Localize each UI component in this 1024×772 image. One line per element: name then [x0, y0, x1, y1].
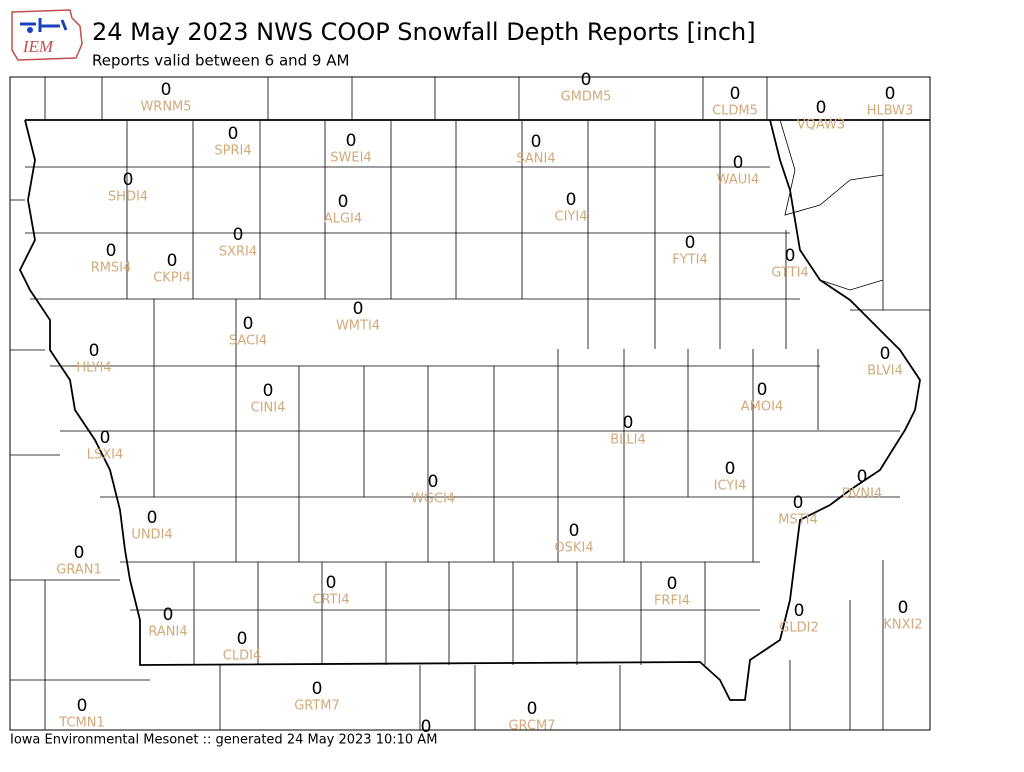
- station-id: FRFI4: [654, 594, 690, 609]
- station-id: ICYI4: [714, 479, 747, 494]
- station-value: 0: [685, 233, 696, 253]
- station-value: 0: [338, 192, 349, 212]
- station-id: SACI4: [229, 334, 267, 349]
- station-value: 0: [757, 380, 768, 400]
- station-id: WMTI4: [336, 319, 380, 334]
- station-id: WAUI4: [717, 173, 760, 188]
- station-value: 0: [161, 80, 172, 100]
- station-id: RANI4: [148, 625, 187, 640]
- station-id: UNDI4: [131, 528, 172, 543]
- footer: Iowa Environmental Mesonet :: generated …: [10, 733, 437, 748]
- station-value: 0: [353, 299, 364, 319]
- station-id: FYTI4: [672, 253, 707, 268]
- station-value: 0: [816, 98, 827, 118]
- station-value: 0: [730, 84, 741, 104]
- station-value: 0: [421, 717, 432, 737]
- station-value: 0: [531, 132, 542, 152]
- station-id: WRNM5: [140, 100, 191, 115]
- station-value: 0: [880, 344, 891, 364]
- station-id: CINI4: [251, 401, 286, 416]
- station-value: 0: [74, 543, 85, 563]
- station-id: BLVI4: [867, 364, 903, 379]
- station-value: 0: [77, 696, 88, 716]
- station-value: 0: [326, 573, 337, 593]
- station-value: 0: [857, 467, 868, 487]
- station-value: 0: [785, 246, 796, 266]
- subtitle: Reports valid between 6 and 9 AM: [92, 52, 349, 70]
- station-id: CLDM5: [712, 104, 758, 119]
- station-id: GRCM7: [508, 719, 555, 734]
- station-id: SWEI4: [330, 151, 371, 166]
- station-id: SHDI4: [108, 190, 148, 205]
- station-id: CLDI4: [223, 649, 261, 664]
- station-value: 0: [312, 679, 323, 699]
- station-id: GRTM7: [294, 699, 340, 714]
- station-value: 0: [123, 170, 134, 190]
- station-value: 0: [89, 341, 100, 361]
- station-id: CRTI4: [312, 593, 349, 608]
- station-value: 0: [793, 493, 804, 513]
- station-id: ALGI4: [324, 212, 362, 227]
- station-id: KNXI2: [883, 618, 922, 633]
- logo-mark: [20, 18, 68, 32]
- station-id: HLYI4: [76, 361, 111, 376]
- station-id: TCMN1: [58, 716, 104, 731]
- station-value: 0: [237, 629, 248, 649]
- station-value: 0: [233, 225, 244, 245]
- station-id: CIYI4: [555, 210, 588, 225]
- station-id: GLDI2: [779, 621, 818, 636]
- station-value: 0: [263, 381, 274, 401]
- station-value: 0: [794, 601, 805, 621]
- station-value: 0: [733, 153, 744, 173]
- station-id: RMSI4: [91, 261, 132, 276]
- station-value: 0: [885, 84, 896, 104]
- station-value: 0: [147, 508, 158, 528]
- station-id: SANI4: [516, 152, 555, 167]
- station-id: GRAN1: [56, 563, 101, 578]
- station-value: 0: [527, 699, 538, 719]
- logo-text: IEM: [22, 37, 54, 56]
- station-id: AMOI4: [741, 400, 783, 415]
- station-value: 0: [623, 413, 634, 433]
- logo-dot: [27, 27, 33, 33]
- station-id: OSKI4: [554, 541, 593, 556]
- station-value: 0: [106, 241, 117, 261]
- station-value: 0: [581, 70, 592, 90]
- station-id: DVNI4: [842, 487, 883, 502]
- station-value: 0: [566, 190, 577, 210]
- map-frame: [9, 76, 931, 731]
- station-id: LSXI4: [87, 448, 124, 463]
- station-value: 0: [346, 131, 357, 151]
- title: 24 May 2023 NWS COOP Snowfall Depth Repo…: [92, 18, 756, 46]
- station-value: 0: [163, 605, 174, 625]
- station-value: 0: [569, 521, 580, 541]
- station-id: SXRI4: [219, 245, 257, 260]
- station-id: HLBW3: [867, 104, 914, 119]
- county-lines: [10, 77, 930, 730]
- station-id: VQAW3: [797, 118, 845, 133]
- station-value: 0: [428, 472, 439, 492]
- map: [9, 76, 931, 731]
- station-value: 0: [667, 574, 678, 594]
- station-value: 0: [100, 428, 111, 448]
- station-id: CKPI4: [153, 271, 191, 286]
- station-id: GTTI4: [771, 266, 808, 281]
- station-value: 0: [228, 124, 239, 144]
- station-id: MSTI4: [778, 513, 818, 528]
- station-value: 0: [898, 598, 909, 618]
- station-id: GMDM5: [561, 90, 612, 105]
- station-id: BLLI4: [610, 433, 646, 448]
- station-id: WGCI4: [411, 492, 455, 507]
- station-value: 0: [167, 251, 178, 271]
- station-value: 0: [725, 459, 736, 479]
- logo: IEM: [11, 9, 83, 61]
- station-value: 0: [243, 314, 254, 334]
- station-id: SPRI4: [214, 144, 251, 159]
